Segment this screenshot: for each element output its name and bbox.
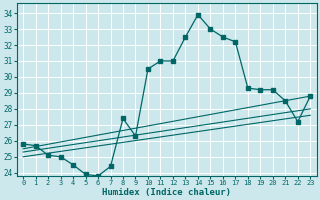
X-axis label: Humidex (Indice chaleur): Humidex (Indice chaleur) <box>102 188 231 197</box>
